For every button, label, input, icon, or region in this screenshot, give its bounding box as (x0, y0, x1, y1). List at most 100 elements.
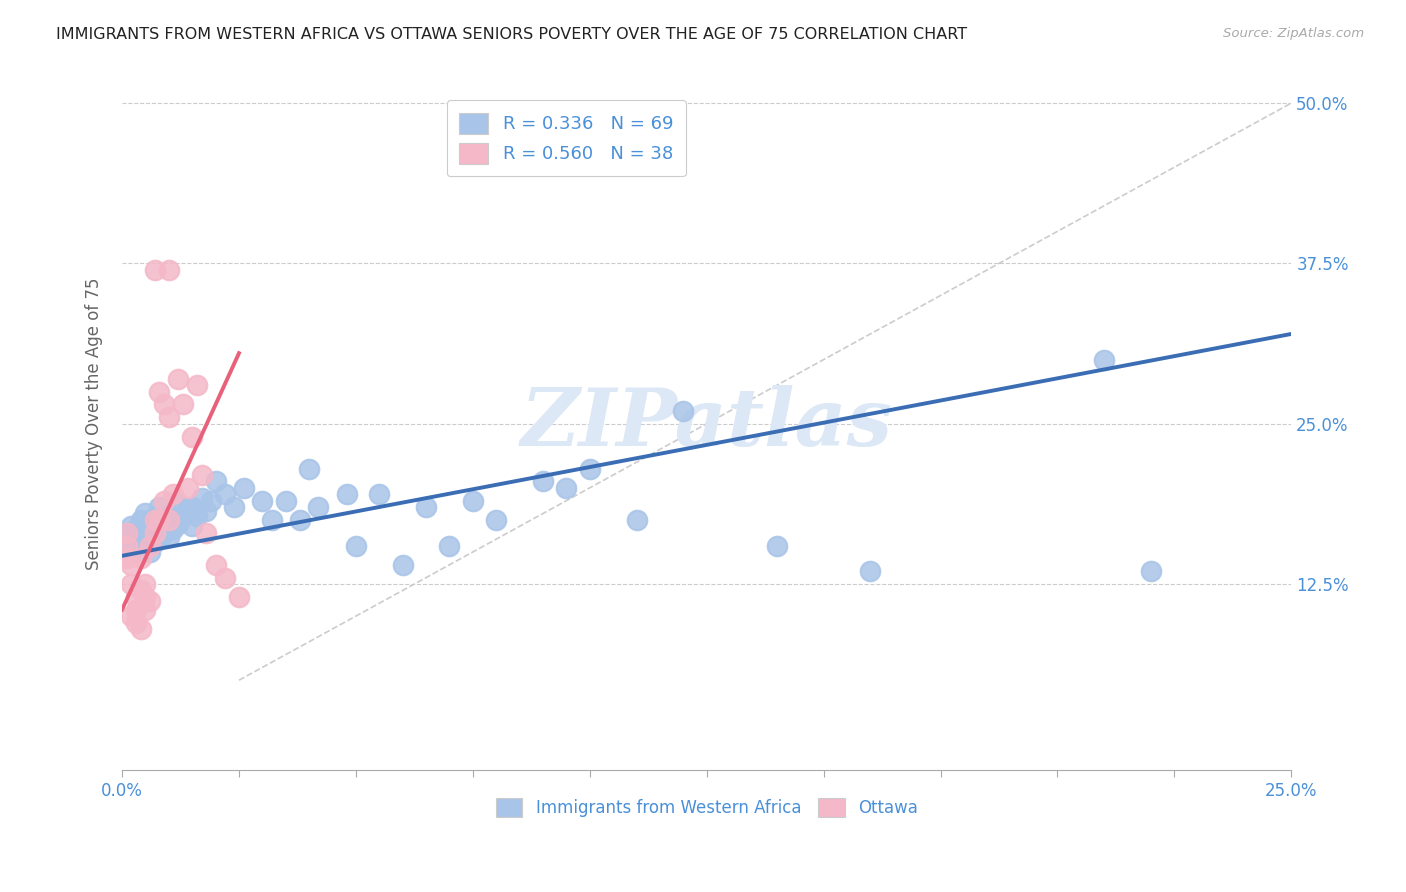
Point (153, 397, 176, 411)
Point (672, 404, 695, 418)
Point (125, 615, 148, 630)
Point (766, 539, 789, 553)
Point (153, 525, 176, 540)
Point (129, 532, 152, 546)
Point (139, 532, 162, 546)
Point (153, 513, 176, 527)
Point (139, 513, 162, 527)
Point (157, 262, 180, 277)
Point (274, 493, 297, 508)
Legend: Immigrants from Western Africa, Ottawa: Immigrants from Western Africa, Ottawa (489, 791, 924, 824)
Point (157, 530, 180, 544)
Point (120, 577, 142, 591)
Point (461, 493, 484, 508)
Y-axis label: Seniors Poverty Over the Age of 75: Seniors Poverty Over the Age of 75 (86, 277, 103, 570)
Point (485, 513, 508, 527)
Point (148, 513, 170, 527)
Point (288, 513, 311, 527)
Point (139, 545, 162, 559)
Point (148, 384, 170, 399)
Point (308, 500, 330, 514)
Point (139, 539, 162, 553)
Point (214, 571, 236, 585)
Point (1092, 352, 1115, 367)
Point (125, 590, 148, 604)
Point (172, 397, 194, 411)
Point (167, 516, 190, 531)
Point (120, 609, 142, 624)
Point (115, 539, 138, 553)
Point (115, 539, 138, 553)
Point (186, 378, 208, 392)
Point (129, 513, 152, 527)
Point (368, 487, 391, 501)
Point (115, 551, 138, 566)
Point (298, 461, 321, 475)
Point (143, 513, 166, 527)
Point (143, 516, 166, 531)
Point (148, 500, 170, 514)
Point (260, 513, 283, 527)
Point (190, 468, 212, 483)
Point (148, 519, 170, 533)
Point (578, 461, 600, 475)
Point (134, 507, 156, 521)
Point (129, 583, 152, 598)
Point (181, 500, 204, 514)
Point (120, 539, 142, 553)
Point (181, 429, 204, 443)
Point (228, 590, 250, 604)
Point (186, 509, 208, 524)
Point (415, 500, 437, 514)
Point (195, 504, 218, 518)
Text: ZIPatlas: ZIPatlas (520, 385, 893, 462)
Point (391, 558, 413, 572)
Point (134, 530, 156, 544)
Point (139, 522, 162, 536)
Point (224, 500, 246, 514)
Point (195, 525, 218, 540)
Point (204, 558, 226, 572)
Point (129, 545, 152, 559)
Point (190, 491, 212, 505)
Point (162, 487, 184, 501)
Point (167, 372, 190, 386)
Point (139, 593, 162, 607)
Point (626, 513, 648, 527)
Point (134, 603, 156, 617)
Text: Source: ZipAtlas.com: Source: ZipAtlas.com (1223, 27, 1364, 40)
Point (344, 539, 367, 553)
Point (214, 487, 236, 501)
Point (531, 475, 554, 489)
Point (153, 493, 176, 508)
Point (134, 519, 156, 533)
Point (143, 525, 166, 540)
Point (120, 519, 142, 533)
Point (143, 534, 166, 549)
Point (162, 522, 184, 536)
Point (172, 509, 194, 524)
Point (125, 530, 148, 544)
Point (125, 603, 148, 617)
Point (129, 551, 152, 566)
Point (143, 525, 166, 540)
Point (1140, 564, 1163, 578)
Point (157, 513, 180, 527)
Point (335, 487, 357, 501)
Point (167, 496, 190, 510)
Point (176, 500, 198, 514)
Point (143, 262, 166, 277)
Point (252, 493, 274, 508)
Point (120, 558, 142, 572)
Point (439, 539, 461, 553)
Point (157, 410, 180, 425)
Point (555, 481, 578, 495)
Text: IMMIGRANTS FROM WESTERN AFRICA VS OTTAWA SENIORS POVERTY OVER THE AGE OF 75 CORR: IMMIGRANTS FROM WESTERN AFRICA VS OTTAWA… (56, 27, 967, 42)
Point (162, 507, 184, 521)
Point (200, 493, 222, 508)
Point (125, 534, 148, 549)
Point (134, 539, 156, 553)
Point (148, 532, 170, 546)
Point (176, 481, 198, 495)
Point (859, 564, 882, 578)
